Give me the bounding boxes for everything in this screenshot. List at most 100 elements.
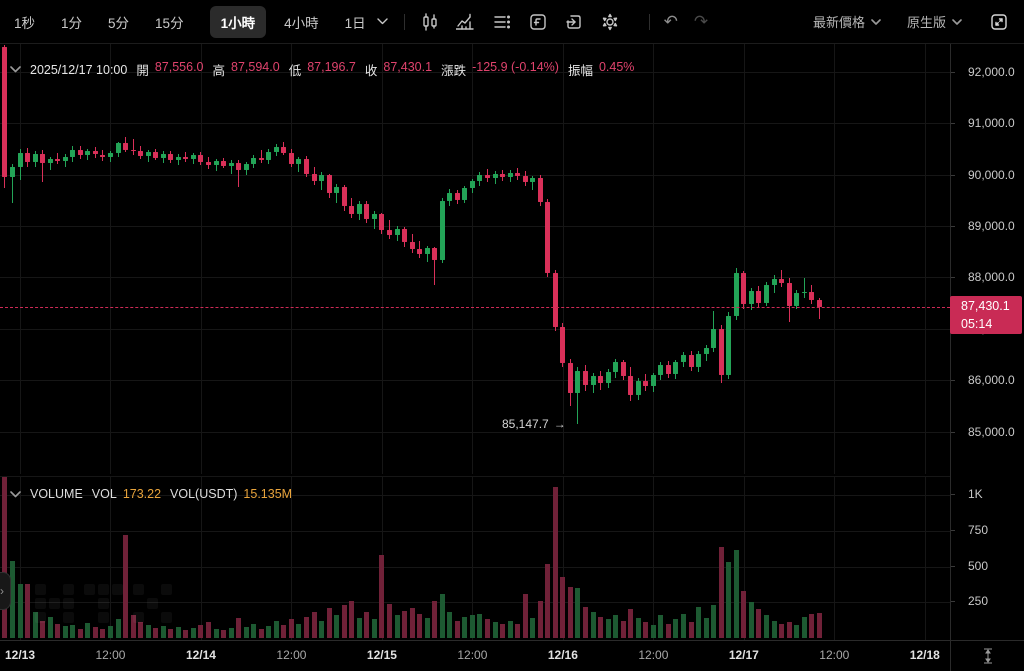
volume-axis-label: 250 [968, 594, 989, 609]
candle-wick [230, 160, 232, 174]
exchange-logo-watermark [161, 612, 172, 623]
volume-bar [213, 628, 219, 638]
volume-bar [816, 613, 822, 638]
volume-bar [507, 620, 513, 638]
timeframe-1d[interactable]: 1日 [344, 15, 366, 31]
candle-body [454, 192, 460, 201]
volume-bar [673, 619, 679, 638]
candle-wick [238, 160, 240, 187]
timeframe-1h-active[interactable]: 1小時 [209, 5, 267, 38]
candle-body [288, 152, 294, 164]
volume-bar [771, 620, 777, 638]
indicators-icon[interactable] [455, 11, 477, 33]
volume-bar [620, 620, 626, 638]
volume-bar [733, 549, 739, 638]
price-pane[interactable]: 85,147.7 → [0, 44, 950, 474]
candle-wick [132, 138, 134, 155]
volume-bar [635, 618, 641, 638]
price-axis-label: 91,000.0 [968, 116, 1015, 131]
volume-bar [424, 618, 430, 638]
volume-pane[interactable] [0, 476, 950, 641]
volume-bar [500, 624, 506, 638]
grid-line-horizontal [0, 277, 950, 279]
exchange-logo-watermark [98, 598, 109, 609]
volume-bar [62, 625, 68, 638]
timeframe-15m[interactable]: 15分 [155, 15, 184, 31]
volume-bar [779, 624, 785, 638]
price-axis[interactable]: 92,000.0 91,000.0 90,000.0 89,000.0 88,000.0… [950, 44, 1024, 640]
candle-body [688, 355, 694, 367]
axis-tick-mark [951, 494, 955, 496]
candle-style-icon[interactable] [419, 11, 441, 33]
candle-body [537, 177, 543, 202]
vol-value: VOL 173.22 [91, 487, 162, 501]
timeframe-1m[interactable]: 1分 [61, 15, 83, 31]
fullscreen-icon[interactable] [988, 11, 1010, 33]
exchange-logo-watermark [63, 612, 74, 623]
volume-bar [334, 615, 340, 638]
axis-tick-mark [951, 174, 955, 176]
candle-body [107, 152, 113, 158]
volume-bar [130, 615, 136, 638]
time-axis[interactable]: 12/13 12:00 12/14 12:00 12/15 12:00 12/16 12:00… [0, 640, 1024, 671]
x-axis-tick: 12/17 [728, 648, 759, 662]
volume-bar [288, 619, 294, 638]
x-axis-tick: 12:00 [638, 648, 669, 662]
timeframe-1s[interactable]: 1秒 [14, 15, 36, 31]
volume-bar [711, 605, 717, 638]
volume-bar [402, 610, 408, 638]
grid-line-vertical [472, 44, 474, 474]
chart-version-dropdown[interactable]: 原生版 [907, 12, 962, 31]
candle-body [665, 364, 671, 374]
candle-body [703, 348, 709, 354]
volume-bar [326, 608, 332, 638]
candle-body [92, 151, 98, 155]
functions-icon[interactable] [527, 11, 549, 33]
exchange-logo-watermark [112, 584, 123, 595]
candle-wick [321, 171, 323, 190]
volume-bar [552, 486, 558, 638]
candle-body [236, 162, 242, 171]
candle-body [469, 181, 475, 189]
volume-bar [628, 609, 634, 638]
grid-line-vertical [110, 44, 112, 474]
settings-icon[interactable] [599, 11, 621, 33]
undo-icon[interactable]: ↶ [663, 12, 678, 31]
candle-body [2, 47, 8, 178]
volume-bar [530, 618, 536, 638]
high-value: 高 87,594.0 [212, 60, 280, 78]
grid-line-vertical [743, 477, 745, 641]
candle-body [213, 161, 219, 166]
x-axis-tick: 12/13 [4, 648, 36, 662]
volume-bar [198, 625, 204, 638]
timeframe-4h[interactable]: 4小時 [284, 15, 319, 31]
collapse-pane-icon[interactable] [10, 490, 21, 498]
volume-bar [703, 618, 709, 638]
candle-body [462, 188, 468, 201]
grid-line-horizontal [0, 71, 950, 73]
redo-icon[interactable]: ↷ [693, 12, 709, 31]
candle-body [515, 172, 521, 176]
toolbar-divider [403, 13, 405, 30]
candle-body [175, 156, 181, 160]
volume-bar [228, 628, 234, 638]
collapse-pane-icon[interactable] [10, 66, 21, 73]
candle-body [55, 159, 61, 162]
candle-body [123, 142, 129, 150]
indicator-settings-icon[interactable] [491, 11, 513, 33]
candle-body [40, 153, 46, 164]
volume-bar [598, 616, 604, 638]
auto-scale-icon[interactable] [982, 648, 994, 664]
axis-tick-mark [951, 277, 955, 279]
timeframe-5m[interactable]: 5分 [108, 15, 130, 31]
side-drawer-handle[interactable]: › [0, 572, 11, 610]
close-value: 收 87,430.1 [364, 60, 433, 78]
price-mode-dropdown[interactable]: 最新價格 [813, 12, 881, 31]
goto-icon[interactable] [563, 11, 585, 33]
volume-bar [243, 627, 249, 638]
toolbar-divider [648, 13, 650, 30]
grid-line-vertical [653, 477, 655, 641]
volume-bar [221, 630, 227, 638]
candle-body [341, 186, 347, 207]
timeframe-dropdown-icon[interactable] [376, 11, 390, 33]
